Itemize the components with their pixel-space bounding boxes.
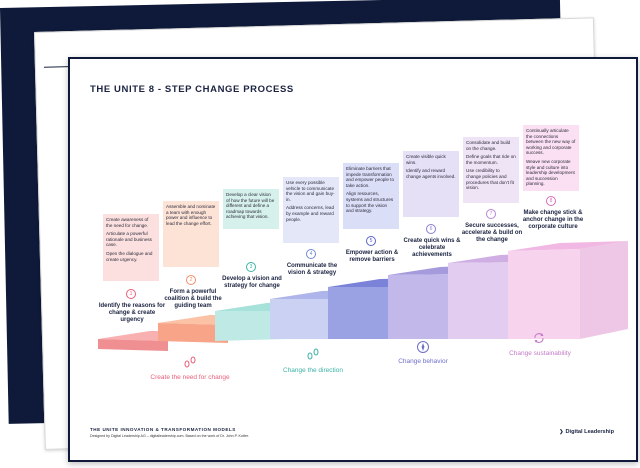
step-3-number: 3 [246,262,256,272]
step-1-detail: Create awareness of the need for change. [106,217,149,228]
staircase-graphic [98,241,628,351]
step-6-detail: Identify and reward change agents involv… [406,168,456,179]
step-5-label: Empower action & remove barriers [345,250,399,263]
step-1-label: Identify the reasons for change & create… [98,303,166,323]
step-7-detail: Consolidate and build on the change. [466,140,511,151]
footprints-icon [307,348,319,360]
step-3-detail: Develop a clear vision of how the future… [226,192,275,220]
step-5-details: Eliminate barriers that impede transform… [343,163,399,229]
step-8-number: 8 [546,196,556,206]
step-2-details: Assemble and nominate a team with enough… [163,201,219,267]
step-7-number: 7 [486,209,496,219]
step-7-label: Secure successes, accelerate & build on … [461,223,523,243]
step-3-details: Develop a clear vision of how the future… [223,189,279,229]
step-5-detail: Eliminate barriers that impede transform… [346,166,395,188]
footer-credit: Designed by Digital Leadership AG – digi… [90,434,249,438]
stair-step-8 [508,241,628,339]
step-7-details: Consolidate and build on the change. Def… [463,137,519,203]
step-4-number: 4 [306,249,316,259]
chevron-right-icon: ❯ [559,429,564,435]
phase-label-change-behavior: Change behavior [398,358,448,365]
step-6-label: Create quick wins & celebrate achievemen… [403,238,461,258]
phase-label-change-direction: Change the direction [283,367,343,374]
step-3-label: Develop a vision and strategy for change [222,276,282,289]
brand-name: Digital Leadership [565,429,615,435]
step-4-label: Communicate the vision & strategy [286,263,338,276]
step-4-detail: Address concerns, lead by example and re… [286,205,335,222]
step-4-detail: Use every possible vehicle to communicat… [286,180,335,202]
brand-logo: ❯ Digital Leadership [559,429,614,435]
step-8-detail: Continually articulate the connections b… [526,128,576,156]
step-2-label: Form a powerful coalition & build the gu… [164,289,222,309]
step-6-details: Create visible quick wins. Identify and … [403,151,459,217]
step-8-label: Make change stick & anchor change in the… [522,210,584,230]
footprints-icon [184,356,196,368]
step-7-detail: Use credibility to change policies and p… [466,168,514,191]
step-6-detail: Create visible quick wins. [406,154,446,165]
main-sheet: THE UNITE 8 - STEP CHANGE PROCESS [68,57,638,462]
step-6-number: 6 [426,224,436,234]
step-1-number: 1 [126,289,136,299]
step-5-number: 5 [366,236,376,246]
footer-title: THE UNITE INNOVATION & TRANSFORMATION MO… [90,427,236,432]
phase-label-change-sustainability: Change sustainability [509,350,571,357]
compass-icon [417,341,429,353]
step-1-details: Create awareness of the need for change.… [103,214,159,281]
step-5-detail: Align resources, systems and structures … [346,191,394,214]
step-4-details: Use every possible vehicle to communicat… [283,177,339,243]
step-8-detail: Weave new corporate style and culture in… [526,158,575,187]
step-7-detail: Define goals that ride on the momentum. [466,154,516,165]
step-2-detail: Assemble and nominate a team with enough… [166,204,216,226]
recycle-icon [534,333,544,343]
phase-label-create-need: Create the need for change [150,374,230,381]
step-1-detail: Open the dialogue and create urgency. [106,250,153,262]
step-1-detail: Articulate a powerful rationale and busi… [106,231,152,248]
page-title: THE UNITE 8 - STEP CHANGE PROCESS [90,84,294,95]
step-2-number: 2 [186,275,196,285]
step-8-details: Continually articulate the connections b… [523,125,579,191]
